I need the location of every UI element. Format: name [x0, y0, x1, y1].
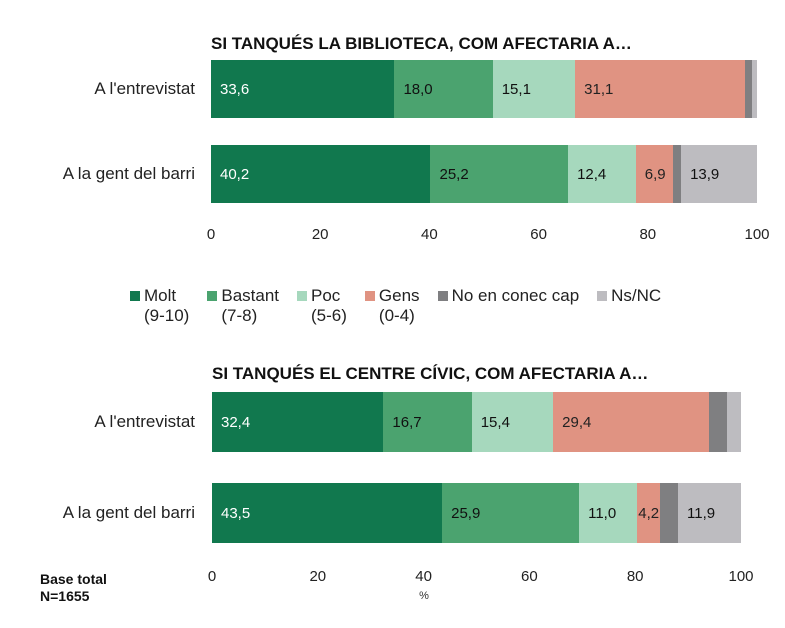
category-label: A l'entrevistat [94, 412, 195, 431]
data-label: 12,4 [577, 165, 607, 183]
bar-segment: 32,4 [212, 392, 384, 452]
bar-segment [673, 145, 682, 203]
bar-segment [708, 392, 727, 452]
bar-segment [726, 392, 741, 452]
legend-label-line2: (0-4) [378, 306, 415, 325]
data-label: 31,1 [584, 80, 614, 98]
data-label: 6,9 [644, 165, 666, 183]
data-label: 11,0 [588, 504, 617, 522]
category-label: A la gent del barri [62, 503, 195, 522]
bar-segment: 29,4 [553, 392, 709, 452]
bar-segment: 43,5 [212, 483, 443, 543]
legend-label-line2: (9-10) [144, 306, 190, 325]
legend-label: Gens (0-4) [379, 286, 420, 326]
stacked-bar: 33,6 18,0 15,1 31,1 [211, 60, 757, 118]
legend-label: Ns/NC [611, 286, 661, 306]
bar-segment: 11,9 [678, 483, 741, 543]
x-tick-label: 80 [639, 226, 657, 243]
bar-segment: 25,2 [430, 145, 569, 203]
bar-segment: 25,9 [442, 483, 580, 543]
category-label: A l'entrevistat [94, 79, 195, 98]
data-label: 40,2 [220, 165, 250, 183]
bar-segment: 18,0 [394, 60, 493, 118]
bar-segment: 13,9 [681, 145, 757, 203]
legend-swatch [130, 291, 140, 301]
bar-segment [659, 483, 678, 543]
x-tick-label: 80 [626, 568, 644, 585]
data-label: 4,2 [638, 504, 660, 522]
bar-segment: 31,1 [575, 60, 745, 118]
data-label: 18,0 [403, 80, 433, 98]
data-label: 15,1 [501, 80, 531, 98]
bar-segment [744, 60, 753, 118]
x-tick-label: 60 [530, 226, 547, 243]
legend-item: Poc (5-6) [297, 286, 347, 326]
bar-segment: 6,9 [635, 145, 674, 203]
data-label: 33,6 [220, 80, 250, 98]
data-label: 11,9 [687, 504, 716, 522]
legend-item: No en conec cap [437, 286, 580, 326]
legend-item: Gens (0-4) [364, 286, 420, 326]
data-label: 29,4 [562, 413, 592, 431]
chart-title: SI TANQUÉS EL CENTRE CÍVIC, COM AFECTARI… [212, 364, 649, 383]
x-tick-label: 60 [521, 568, 538, 585]
x-tick-label: 40 [415, 568, 432, 585]
legend-label-line2: (5-6) [311, 306, 347, 325]
legend-label-line1: No en conec cap [451, 286, 580, 305]
legend-label-line1: Gens [378, 286, 420, 305]
legend-label-line1: Ns/NC [611, 286, 662, 305]
category-label: A la gent del barri [62, 164, 195, 183]
data-label: 32,4 [221, 413, 251, 431]
legend-item: Ns/NC [597, 286, 661, 326]
x-tick-label: 100 [728, 568, 754, 585]
base-label: Base total [40, 571, 107, 587]
data-label: 25,9 [451, 504, 481, 522]
x-tick-label: 100 [744, 226, 770, 243]
data-label: 25,2 [439, 165, 469, 183]
bar-segment: 16,7 [383, 392, 472, 452]
base-n: N=1655 [40, 588, 90, 604]
legend-label: Molt (9-10) [144, 286, 189, 326]
bar-segment: 15,4 [471, 392, 554, 452]
legend-item: Molt (9-10) [130, 286, 189, 326]
legend-label-line2: (7-8) [221, 306, 258, 325]
bar-segment: 4,2 [637, 483, 660, 543]
bar-segment [752, 60, 757, 118]
legend-label-line1: Molt [144, 286, 177, 305]
chart-title: SI TANQUÉS LA BIBLIOTECA, COM AFECTARIA … [211, 34, 632, 53]
stacked-bar: 32,4 16,7 15,4 29,4 [212, 392, 741, 452]
data-label: 16,7 [392, 413, 422, 431]
bar-segment: 33,6 [211, 60, 395, 118]
x-tick-label: 20 [309, 568, 327, 585]
legend-label: Poc (5-6) [311, 286, 347, 326]
stacked-bar: 40,2 25,2 12,4 6,9 13,9 [211, 145, 757, 203]
x-tick-label: 20 [311, 226, 329, 243]
stacked-bar: 43,5 25,9 11,0 4,2 11,9 [212, 483, 741, 543]
legend-swatch [364, 291, 375, 301]
legend-swatch [597, 291, 608, 301]
x-axis-label: % [419, 590, 429, 602]
legend-label-line1: Bastant [221, 286, 280, 305]
legend-label: Bastant (7-8) [221, 286, 279, 326]
x-tick-label: 0 [206, 226, 216, 243]
bar-segment: 40,2 [211, 145, 431, 203]
data-label: 43,5 [221, 504, 251, 522]
x-tick-label: 40 [421, 226, 438, 243]
data-label: 15,4 [480, 413, 510, 431]
bar-segment: 12,4 [568, 145, 636, 203]
legend-swatch [297, 291, 308, 301]
legend-label-line1: Poc [311, 286, 341, 305]
legend-swatch [437, 291, 448, 301]
bar-segment: 15,1 [492, 60, 576, 118]
legend-label: No en conec cap [452, 286, 580, 306]
legend: Molt (9-10) Bastant (7-8) Poc (5-6) Gens (0-4) N… [130, 286, 679, 326]
legend-item: Bastant (7-8) [207, 286, 279, 326]
bar-segment: 11,0 [579, 483, 638, 543]
base-note: Base total N=1655 [40, 571, 107, 605]
x-tick-label: 0 [207, 568, 217, 585]
legend-swatch [207, 291, 218, 301]
data-label: 13,9 [690, 165, 720, 183]
